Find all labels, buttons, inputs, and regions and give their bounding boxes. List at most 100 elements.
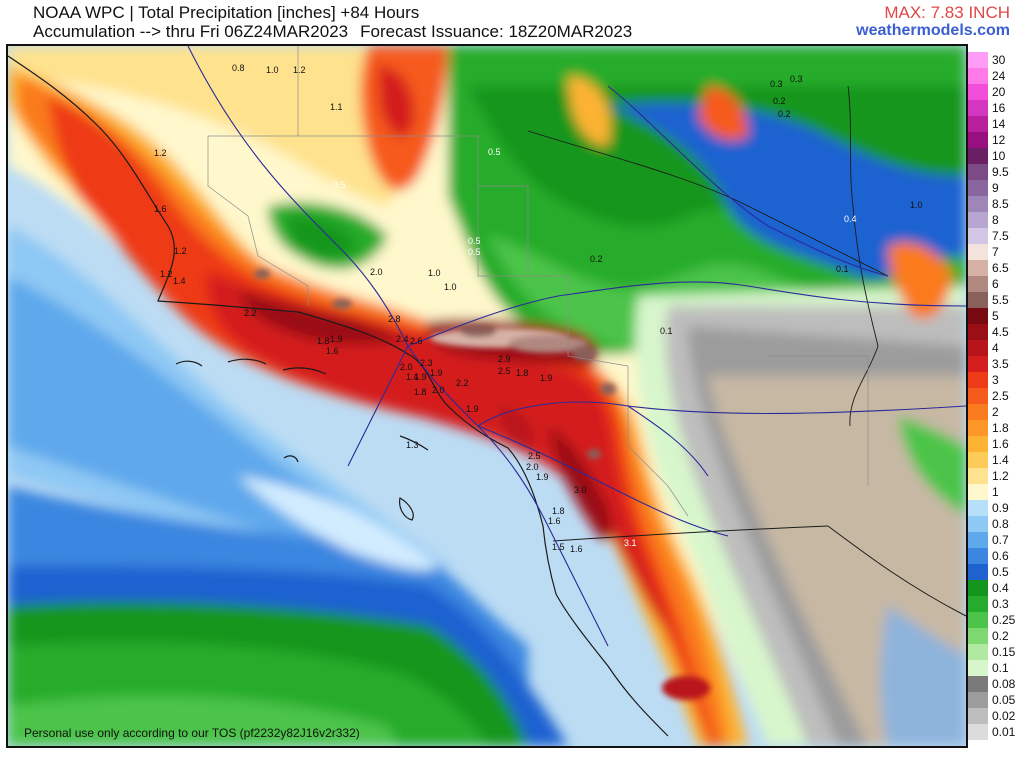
legend-label: 24	[992, 69, 1006, 83]
map-canvas: 0.8 1.0 1.2 1.1 1.2 1.6 1.2 1.2 1.4 0.5 …	[8, 46, 966, 746]
point-label: 1.6	[548, 516, 561, 526]
point-label: 1.0	[428, 268, 441, 278]
legend-label: 6	[992, 277, 999, 291]
point-label: 1.2	[293, 65, 306, 75]
legend-item: 2	[968, 404, 1024, 420]
point-label: 2.2	[244, 308, 257, 318]
legend-swatch	[968, 356, 988, 372]
point-label: 0.3	[770, 79, 783, 89]
point-label: 0.5	[468, 247, 481, 257]
legend-swatch	[968, 628, 988, 644]
legend-item: 10	[968, 148, 1024, 164]
legend-swatch	[968, 324, 988, 340]
legend-item: 0.25	[968, 612, 1024, 628]
legend-label: 0.1	[992, 661, 1009, 675]
point-label: 0.8	[232, 63, 245, 73]
issuance-label: Forecast Issuance: 18Z20MAR2023	[360, 22, 633, 41]
legend-item: 0.7	[968, 532, 1024, 548]
county-lines	[207, 46, 869, 517]
legend-label: 8.5	[992, 197, 1009, 211]
legend-label: 0.02	[992, 709, 1016, 723]
point-label: 1.9	[466, 404, 479, 414]
point-label: 2.9	[498, 354, 511, 364]
legend-swatch	[968, 180, 988, 196]
legend-label: 20	[992, 85, 1006, 99]
point-label: 2.0	[400, 362, 413, 372]
legend-swatch	[968, 404, 988, 420]
point-label: 3.0	[574, 485, 587, 495]
point-label: 0.3	[790, 74, 803, 84]
legend-item: 0.08	[968, 676, 1024, 692]
state-border	[527, 130, 889, 277]
point-label: 2.3	[420, 358, 433, 368]
legend-swatch	[968, 724, 988, 740]
point-label: 2.0	[370, 267, 383, 277]
legend-label: 0.3	[992, 597, 1009, 611]
point-label: 0.5	[468, 236, 481, 246]
legend-label: 0.5	[992, 565, 1009, 579]
legend-label: 1.4	[992, 453, 1009, 467]
legend-label: 6.5	[992, 261, 1009, 275]
point-label: 1.8	[414, 387, 427, 397]
legend-swatch	[968, 100, 988, 116]
legend-swatch	[968, 596, 988, 612]
legend-item: 1.8	[968, 420, 1024, 436]
legend-item: 9.5	[968, 164, 1024, 180]
legend-label: 1.2	[992, 469, 1009, 483]
map-header: NOAA WPC | Total Precipitation [inches] …	[0, 0, 1024, 44]
point-label: 1.1	[330, 102, 343, 112]
legend-swatch	[968, 372, 988, 388]
legend-item: 0.1	[968, 660, 1024, 676]
legend-swatch	[968, 484, 988, 500]
legend-label: 2.5	[992, 389, 1009, 403]
point-label: 1.8	[552, 506, 565, 516]
legend-label: 4.5	[992, 325, 1009, 339]
island-3	[282, 367, 327, 375]
legend-item: 2.5	[968, 388, 1024, 404]
brand-link[interactable]: weathermodels.com	[856, 22, 1010, 39]
legend-item: 1.2	[968, 468, 1024, 484]
point-value-labels: 0.8 1.0 1.2 1.1 1.2 1.6 1.2 1.2 1.4 0.5 …	[154, 63, 923, 554]
legend-label: 12	[992, 133, 1006, 147]
point-label: 1.6	[570, 544, 583, 554]
legend-label: 3.5	[992, 357, 1009, 371]
legend-label: 30	[992, 53, 1006, 67]
title-line-1: NOAA WPC | Total Precipitation [inches] …	[33, 3, 420, 22]
legend-item: 0.6	[968, 548, 1024, 564]
legend-item: 0.3	[968, 596, 1024, 612]
legend-swatch	[968, 68, 988, 84]
legend-swatch	[968, 564, 988, 580]
legend-swatch	[968, 644, 988, 660]
legend-label: 5.5	[992, 293, 1009, 307]
legend-swatch	[968, 52, 988, 68]
point-label: 0.5	[488, 147, 501, 157]
legend-item: 3	[968, 372, 1024, 388]
point-label: 2.5	[528, 451, 541, 461]
legend-swatch	[968, 692, 988, 708]
legend-item: 1.4	[968, 452, 1024, 468]
legend-item: 7.5	[968, 228, 1024, 244]
legend-swatch	[968, 676, 988, 692]
legend-swatch	[968, 340, 988, 356]
point-label: 1.2	[154, 148, 167, 158]
legend-item: 6	[968, 276, 1024, 292]
point-label: 0.2	[778, 109, 791, 119]
precipitation-map[interactable]: 0.8 1.0 1.2 1.1 1.2 1.6 1.2 1.2 1.4 0.5 …	[6, 44, 968, 748]
point-label: 2.0	[526, 462, 539, 472]
legend-label: 3	[992, 373, 999, 387]
legend-swatch	[968, 260, 988, 276]
legend-label: 0.4	[992, 581, 1009, 595]
legend-label: 0.08	[992, 677, 1016, 691]
legend-swatch	[968, 612, 988, 628]
point-label: 1.9	[540, 373, 553, 383]
legend-swatch	[968, 500, 988, 516]
mexico-border-east	[827, 525, 966, 617]
legend-item: 9	[968, 180, 1024, 196]
legend-swatch	[968, 420, 988, 436]
point-label: 1.9	[430, 368, 443, 378]
point-label: 1.2	[160, 269, 173, 279]
point-label: 1.0	[444, 282, 457, 292]
legend-label: 1.6	[992, 437, 1009, 451]
legend-label: 1.8	[992, 421, 1009, 435]
point-label: 1.8	[317, 336, 330, 346]
